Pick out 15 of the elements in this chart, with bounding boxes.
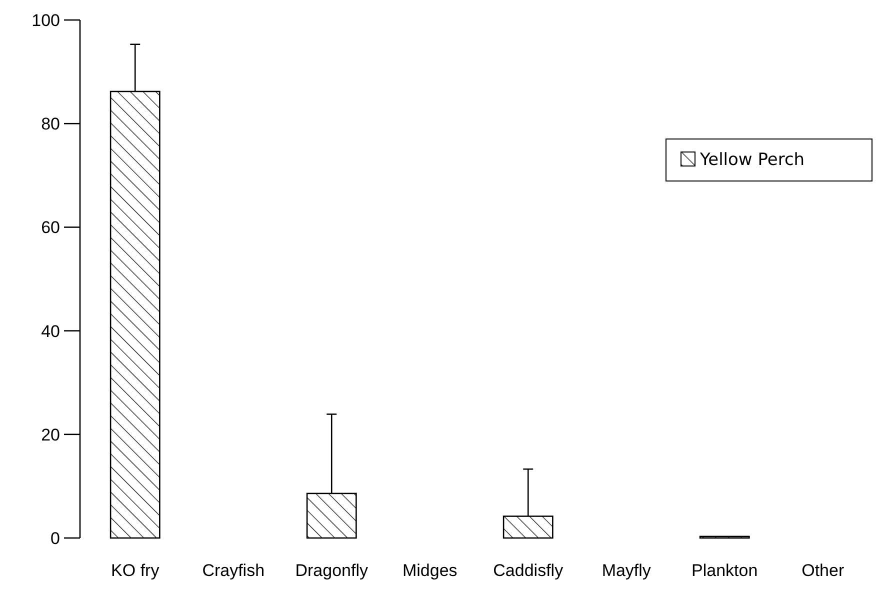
- x-tick-label: Midges: [402, 561, 458, 580]
- x-tick-label: KO fry: [111, 561, 160, 580]
- x-tick-label: Mayfly: [602, 561, 652, 580]
- y-tick-label: 40: [41, 322, 60, 341]
- x-tick-label: Other: [802, 561, 844, 580]
- y-tick-label: 60: [41, 218, 60, 238]
- x-tick-label: Caddisfly: [493, 561, 564, 580]
- x-tick-label: Plankton: [692, 561, 758, 580]
- x-tick-label: Crayfish: [202, 561, 265, 580]
- legend-label: Yellow Perch: [699, 150, 805, 170]
- y-tick-label: 80: [41, 114, 60, 134]
- y-tick-label: 0: [50, 528, 60, 548]
- x-tick-label: Dragonfly: [295, 561, 368, 580]
- y-tick-label: 20: [41, 425, 60, 444]
- y-tick-label: 100: [32, 10, 60, 30]
